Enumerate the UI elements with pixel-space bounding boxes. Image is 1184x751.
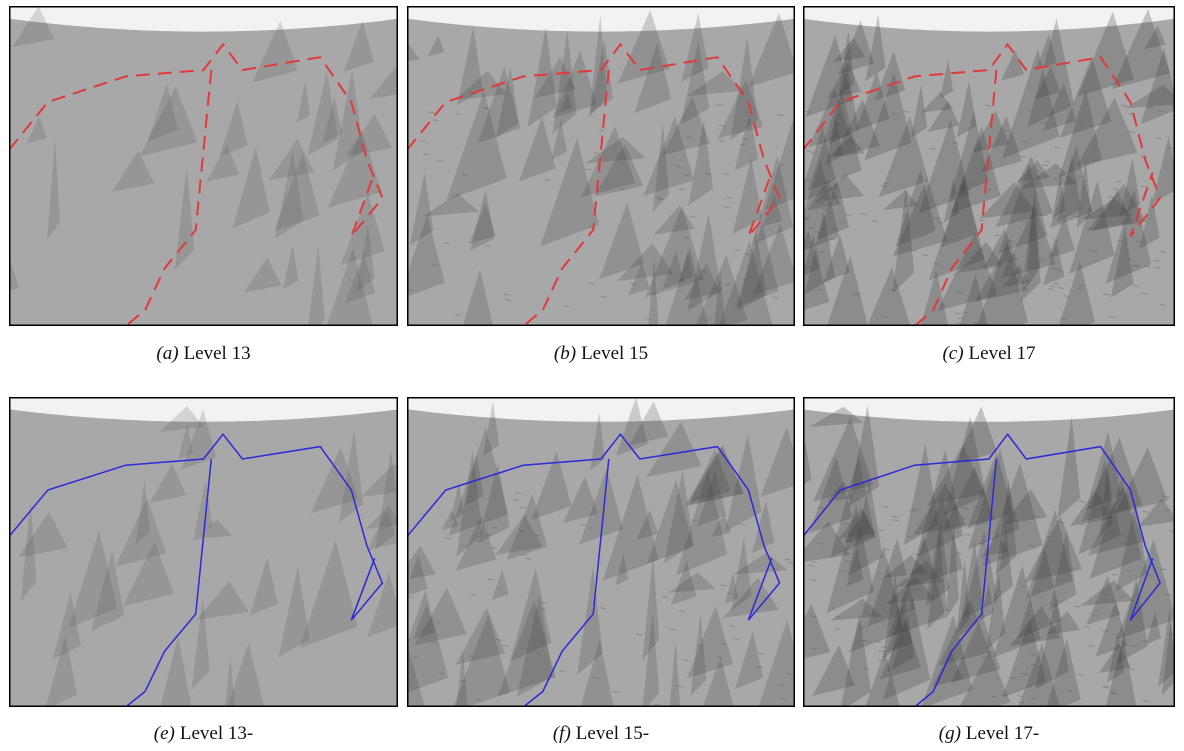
caption: (f) Level 15- <box>407 723 795 745</box>
caption: (c) Level 17 <box>803 343 1175 365</box>
terrain-render <box>9 6 398 326</box>
caption-label: (b) <box>554 343 576 364</box>
terrain-render <box>407 6 795 326</box>
caption-label: (c) <box>942 343 963 364</box>
caption-label: (f) <box>553 723 571 744</box>
terrain-render <box>9 397 398 707</box>
caption-text: Level 13 <box>184 343 251 364</box>
caption-text: Level 13- <box>180 723 253 744</box>
terrain-render <box>803 6 1175 326</box>
caption-text: Level 15 <box>581 343 648 364</box>
terrain-render <box>407 397 795 707</box>
caption: (a) Level 13 <box>9 343 398 365</box>
caption-text: Level 15- <box>576 723 649 744</box>
caption: (g)Level 17- <box>803 723 1175 745</box>
caption-label: (g) <box>939 723 961 744</box>
caption: (e)Level 13- <box>9 723 398 745</box>
caption-label: (e) <box>154 723 175 744</box>
caption-text: Level 17 <box>969 343 1036 364</box>
caption-text: Level 17- <box>966 723 1039 744</box>
caption: (b)Level 15 <box>407 343 795 365</box>
caption-label: (a) <box>156 343 178 364</box>
terrain-render <box>803 397 1175 707</box>
figure: (() => { const data = JSON.parse(documen… <box>0 0 1184 751</box>
